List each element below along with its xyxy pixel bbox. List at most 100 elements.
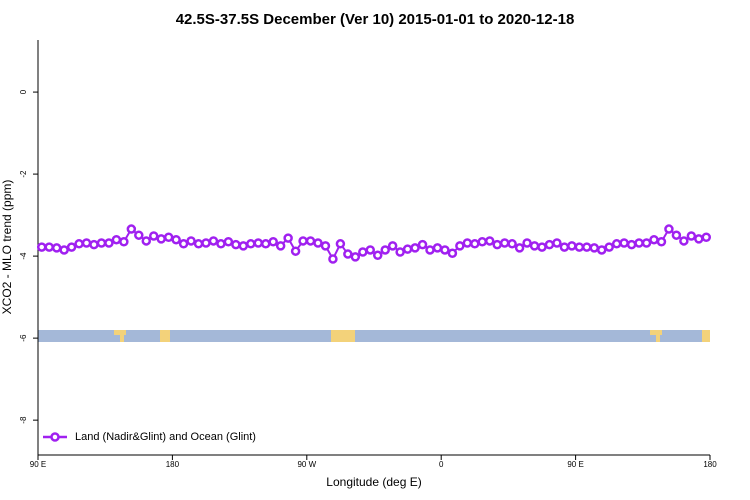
land-patch [120, 335, 124, 342]
x-tick-label: 180 [166, 460, 180, 469]
data-point [679, 236, 689, 246]
data-point [148, 231, 159, 241]
data-point [619, 238, 629, 248]
data-point [387, 241, 398, 251]
land-patch [160, 330, 170, 342]
data-point [656, 237, 667, 247]
data-point [440, 245, 450, 255]
data-point [275, 241, 286, 251]
legend-label: Land (Nadir&Glint) and Ocean (Glint) [75, 431, 256, 443]
data-point [74, 239, 84, 249]
data-point [231, 239, 241, 250]
x-tick-label: 180 [703, 460, 717, 469]
data-point [335, 239, 346, 249]
data-point [425, 245, 435, 255]
data-point [358, 247, 368, 257]
data-point [514, 243, 525, 253]
y-tick-label: -4 [19, 252, 28, 260]
data-point [567, 241, 577, 251]
land-patch [114, 330, 126, 335]
data-point [611, 239, 622, 249]
data-point [470, 239, 480, 249]
data-point [134, 230, 144, 240]
data-point [89, 239, 99, 250]
x-axis-label: Longitude (deg E) [326, 475, 421, 489]
data-point [119, 237, 129, 247]
data-point [290, 246, 301, 256]
data-point [372, 250, 383, 261]
data-point [163, 232, 174, 242]
data-point [522, 238, 532, 248]
data-point [380, 245, 390, 255]
data-point [634, 238, 644, 248]
data-point [462, 238, 473, 248]
data-point [365, 245, 376, 255]
land-patch [702, 330, 710, 342]
data-point [432, 243, 443, 253]
land-patch [656, 335, 660, 342]
data-point [537, 242, 547, 252]
data-point [671, 230, 682, 240]
data-point [246, 239, 256, 249]
data-point [350, 252, 361, 262]
data-point [417, 239, 428, 250]
data-point [305, 236, 316, 246]
data-point [649, 234, 659, 245]
data-point [477, 237, 488, 247]
data-point [552, 238, 562, 248]
land-patch [331, 330, 355, 342]
data-point [402, 244, 413, 254]
data-point [186, 236, 196, 246]
data-point [664, 224, 674, 234]
data-point [328, 254, 338, 264]
data-point [686, 231, 697, 241]
data-point [126, 224, 137, 234]
data-point [641, 238, 652, 248]
x-tick-label: 90 W [297, 460, 316, 469]
x-tick-label: 0 [439, 460, 444, 469]
y-tick-label: 0 [19, 89, 28, 94]
y-tick-label: -2 [19, 170, 28, 178]
chart-title: 42.5S-37.5S December (Ver 10) 2015-01-01… [176, 11, 575, 28]
y-tick-label: -8 [19, 416, 28, 424]
data-point [604, 242, 614, 252]
data-point [313, 238, 323, 248]
data-point [395, 247, 405, 257]
x-tick-label: 90 E [567, 460, 583, 469]
data-point [81, 238, 92, 248]
data-point [447, 248, 458, 258]
land-ocean-strip [38, 330, 710, 342]
data-point [574, 242, 585, 252]
data-point [260, 239, 271, 249]
data-point [701, 232, 712, 242]
data-point [51, 243, 62, 253]
data-point [582, 242, 592, 252]
data-point [208, 236, 219, 246]
data-point [410, 243, 420, 253]
data-point [96, 238, 107, 248]
data-point [343, 249, 353, 259]
data-point [492, 239, 502, 250]
data-point [626, 239, 637, 250]
data-point [559, 242, 570, 252]
data-point [141, 236, 152, 246]
data-point [455, 241, 465, 251]
data-point [499, 238, 510, 248]
data-point [171, 234, 181, 245]
x-tick-label: 90 E [30, 460, 46, 469]
data-point [201, 238, 211, 248]
data-point [59, 245, 69, 255]
legend-marker [50, 432, 60, 442]
data-point [66, 242, 77, 252]
data-point [320, 241, 331, 251]
data-point [104, 238, 114, 248]
land-patch [650, 330, 662, 335]
y-axis-label: XCO2 - MLO trend (ppm) [0, 180, 14, 315]
data-point [694, 234, 704, 244]
data-point [298, 236, 308, 246]
data-point [178, 239, 189, 249]
data-point [544, 239, 555, 250]
data-point [589, 243, 600, 253]
data-point [507, 239, 517, 249]
